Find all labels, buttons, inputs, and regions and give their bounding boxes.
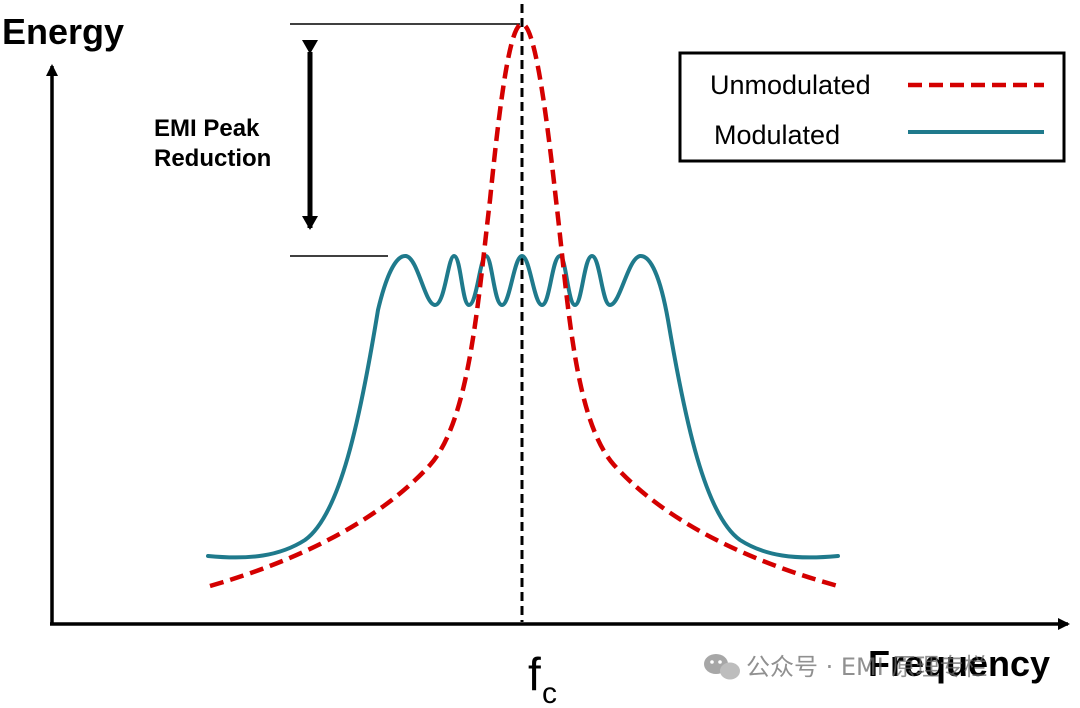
legend-label-unmodulated: Unmodulated [710,70,871,100]
center-frequency-label: f [528,648,541,700]
watermark-text: 公众号 · EMI 原理专栏 [746,653,987,681]
y-axis-label: Energy [2,11,124,52]
annotation-line-1: EMI Peak [154,115,260,142]
unmodulated-curve [209,21,839,589]
legend-box [678,51,1066,163]
x-axis-label: Frequency [868,643,1050,684]
annotation-line-2: Reduction [154,145,271,172]
watermark: 公众号 · EMI 原理专栏 [704,653,987,681]
modulated-curve [206,254,840,560]
center-frequency-subscript: c [542,677,557,708]
legend-label-modulated: Modulated [714,120,840,150]
wechat-icon [704,654,740,680]
legend: Unmodulated Modulated [678,51,1066,163]
